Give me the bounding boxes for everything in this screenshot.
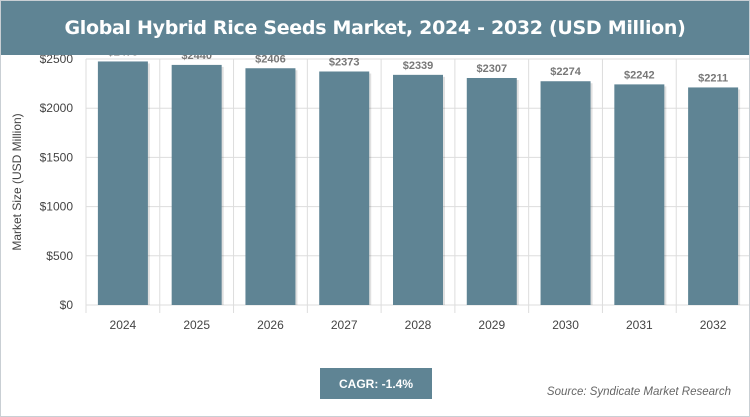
bar: [466, 77, 517, 305]
bar: [171, 64, 222, 306]
data-label: $2211: [698, 72, 728, 84]
y-tick-label: $1500: [40, 150, 74, 164]
x-tick-label: 2032: [700, 318, 727, 332]
bar: [97, 61, 148, 306]
x-tick-label: 2027: [331, 318, 358, 332]
data-label: $2440: [181, 55, 212, 62]
x-tick-label: 2030: [552, 318, 579, 332]
y-tick-label: $2500: [40, 55, 74, 66]
y-axis-title: Market Size (USD Million): [10, 113, 24, 250]
bar-chart: $0 $500 $1000 $1500 $2000 $2500 $2475 2024 $2440…: [10, 55, 749, 332]
y-tick-label: $2000: [40, 101, 74, 115]
data-label: $2339: [403, 60, 434, 72]
bar: [688, 87, 739, 306]
x-tick-label: 2026: [257, 318, 284, 332]
title-bar: Global Hybrid Rice Seeds Market, 2024 - …: [1, 1, 749, 55]
data-label: $2242: [624, 69, 655, 81]
chart-title: Global Hybrid Rice Seeds Market, 2024 - …: [64, 17, 686, 39]
y-tick-label: $0: [60, 298, 74, 312]
cagr-badge: CAGR: -1.4%: [320, 368, 432, 399]
data-label: $2406: [255, 55, 286, 65]
bar: [319, 71, 370, 305]
bar: [540, 81, 591, 305]
y-tick-label: $1000: [40, 200, 74, 214]
bar: [614, 84, 665, 305]
data-label: $2373: [329, 56, 360, 68]
data-label: $2274: [550, 66, 581, 78]
x-tick-label: 2025: [183, 318, 210, 332]
bar: [245, 68, 296, 305]
x-tick-label: 2031: [626, 318, 653, 332]
data-label: $2307: [476, 63, 507, 75]
source-note: Source: Syndicate Market Research: [546, 386, 731, 398]
x-tick-label: 2029: [478, 318, 505, 332]
y-tick-label: $500: [46, 249, 73, 263]
bar: [393, 74, 443, 305]
data-label: $2475: [108, 55, 139, 58]
x-tick-label: 2028: [405, 318, 432, 332]
x-tick-label: 2024: [110, 318, 137, 332]
